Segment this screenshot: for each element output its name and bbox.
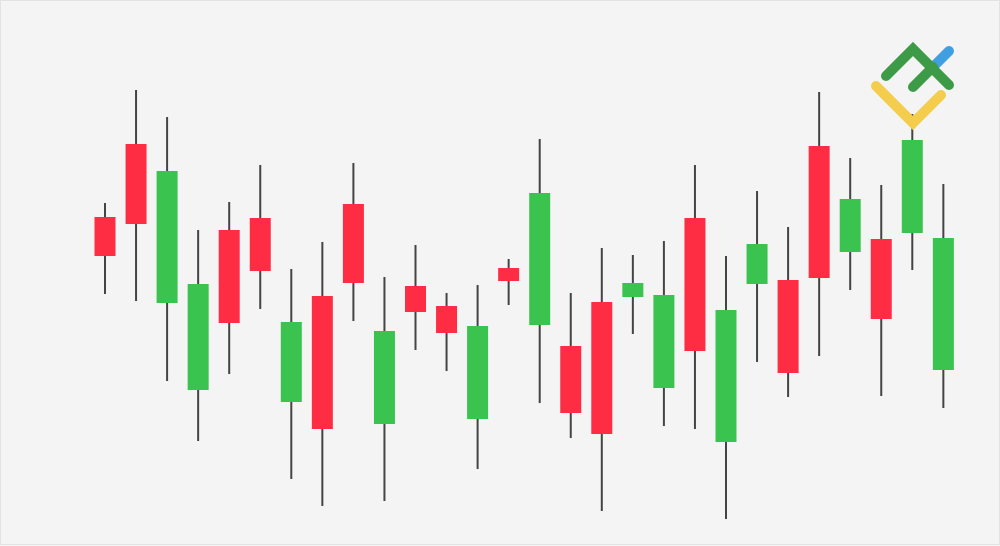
candle-up (715, 256, 737, 519)
logo-green-bar (908, 62, 938, 92)
candle-body (467, 326, 489, 419)
candle-down (684, 165, 706, 429)
candle-down (342, 163, 364, 321)
candle-body (808, 146, 830, 278)
candle-body (436, 306, 458, 333)
candle-down (94, 203, 116, 294)
candle-down (591, 248, 613, 511)
candle-down (870, 185, 892, 396)
candle-down (125, 90, 147, 301)
candle-body (249, 218, 271, 271)
candle-up (653, 241, 675, 426)
candle-up (901, 114, 923, 270)
candle-down (560, 293, 582, 438)
candle-up (839, 158, 861, 290)
candle-down (405, 245, 426, 350)
candle-down (218, 202, 240, 374)
candle-body (591, 302, 613, 434)
candle-body (311, 296, 333, 429)
candle-body (777, 280, 799, 373)
candle-up (932, 184, 954, 408)
candle-up (467, 285, 489, 469)
candle-up (529, 139, 551, 403)
candle-body (653, 295, 675, 388)
candle-up (280, 269, 302, 479)
candle-down (498, 259, 520, 305)
candle-body (125, 144, 147, 224)
candle-body (932, 238, 954, 370)
candle-body (746, 244, 768, 284)
candle-body (373, 331, 395, 424)
candle-body (901, 140, 923, 233)
candle-body (622, 283, 644, 297)
candle-up (156, 117, 178, 381)
candle-body (839, 199, 861, 252)
candle-body (280, 322, 302, 402)
logo-green-stroke (881, 41, 954, 90)
candle-body (218, 230, 240, 323)
candle-down (311, 242, 333, 506)
candle-body (498, 268, 520, 281)
candle-body (529, 193, 551, 325)
logo-yellow-stroke (871, 81, 946, 131)
candle-down (436, 293, 458, 371)
candle-down (808, 92, 830, 356)
candle-body (684, 218, 706, 351)
candle-up (622, 255, 644, 334)
candle-body (405, 286, 426, 312)
candle-down (777, 227, 799, 397)
candle-body (187, 284, 209, 390)
candle-body (715, 310, 737, 442)
candle-up (187, 230, 209, 441)
candle-body (94, 217, 116, 256)
candle-body (156, 171, 178, 303)
candle-body (342, 204, 364, 283)
candle-up (746, 191, 768, 362)
candle-body (560, 346, 582, 413)
candle-body (870, 239, 892, 319)
candle-down (249, 165, 271, 309)
brand-logo (871, 41, 954, 131)
candle-up (373, 277, 395, 501)
